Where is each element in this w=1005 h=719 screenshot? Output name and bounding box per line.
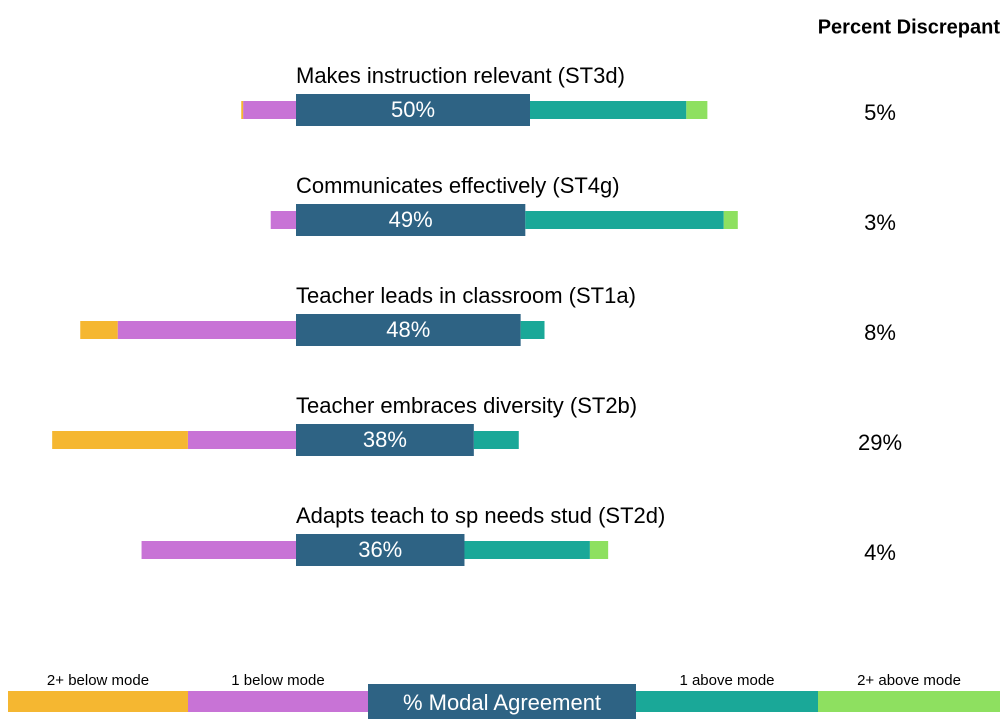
- value-label: 36%: [358, 537, 402, 562]
- legend-label: 1 below mode: [231, 672, 324, 689]
- modal-bar: [296, 534, 465, 566]
- discrepant-value: 29%: [858, 430, 902, 455]
- bar-segment: [723, 211, 738, 229]
- discrepant-value: 8%: [864, 320, 896, 345]
- value-label: 48%: [386, 317, 430, 342]
- discrepant-value: 4%: [864, 540, 896, 565]
- category-label: Adapts teach to sp needs stud (ST2d): [296, 503, 665, 528]
- bar-segment: [520, 321, 545, 339]
- value-label: 38%: [363, 427, 407, 452]
- modal-bar: [296, 314, 521, 346]
- modal-bar: [296, 94, 530, 126]
- discrepant-value: 5%: [864, 100, 896, 125]
- category-label: Teacher embraces diversity (ST2b): [296, 393, 637, 418]
- bar-segment: [241, 101, 244, 119]
- legend-swatch: [8, 691, 188, 712]
- bar-segment: [464, 541, 590, 559]
- bar-segment: [187, 431, 296, 449]
- legend-swatch: [818, 691, 1000, 712]
- bar-segment: [525, 211, 724, 229]
- legend-label: % Modal Agreement: [403, 690, 601, 715]
- legend-swatch: [636, 691, 818, 712]
- legend-swatch: [188, 691, 368, 712]
- modal-bar: [296, 204, 526, 236]
- bar-segment: [270, 211, 296, 229]
- bar-segment: [473, 431, 519, 449]
- discrepant-value: 3%: [864, 210, 896, 235]
- bar-segment: [589, 541, 609, 559]
- modal-bar: [296, 424, 474, 456]
- legend-label: 2+ below mode: [47, 672, 149, 689]
- bar-segment: [117, 321, 296, 339]
- bar-segment: [243, 101, 296, 119]
- bar-segment: [52, 431, 188, 449]
- bar-segment: [530, 101, 687, 119]
- legend-swatch: [368, 684, 636, 719]
- discrepant-title: Percent Discrepant: [818, 16, 1001, 38]
- bar-segment: [141, 541, 296, 559]
- category-label: Makes instruction relevant (ST3d): [296, 63, 625, 88]
- legend-label: 2+ above mode: [857, 672, 961, 689]
- legend-label: 1 above mode: [679, 672, 774, 689]
- value-label: 50%: [391, 97, 435, 122]
- bar-segment: [80, 321, 118, 339]
- category-label: Communicates effectively (ST4g): [296, 173, 620, 198]
- value-label: 49%: [389, 207, 433, 232]
- category-label: Teacher leads in classroom (ST1a): [296, 283, 636, 308]
- bar-segment: [686, 101, 708, 119]
